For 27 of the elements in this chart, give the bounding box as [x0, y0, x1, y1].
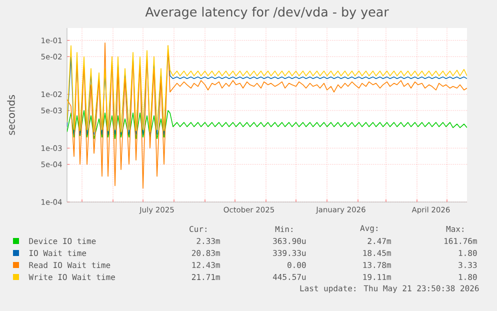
- text: 19.11m: [363, 274, 391, 280]
- text: 3.33: [458, 262, 477, 268]
- text: 2.33m: [196, 238, 220, 244]
- text: 339.33u: [273, 250, 306, 256]
- text: 445.57u: [272, 274, 306, 280]
- text: 21.71m: [192, 274, 220, 280]
- legend-label: Write IO Wait time: [28, 274, 115, 280]
- text: Avg:: [360, 225, 378, 233]
- text: Last update: Thu May 21 23:50:38 2026: [300, 285, 479, 293]
- text: 12.43m: [192, 262, 220, 268]
- legend-label: Device IO time: [29, 238, 96, 244]
- text: Min:: [275, 226, 292, 232]
- legend-label: IO Wait time: [30, 250, 86, 256]
- text: 0.00: [288, 262, 306, 268]
- text: 18.45m: [363, 250, 391, 256]
- text: 13.78m: [363, 262, 391, 268]
- text: 1.80: [458, 274, 477, 280]
- text: 161.76m: [444, 238, 477, 244]
- text: 20.83m: [192, 250, 220, 256]
- text: Cur:: [190, 226, 206, 232]
- text: 1.80: [458, 250, 477, 256]
- y-axis-title: seconds: [7, 95, 15, 135]
- text: 2.47m: [368, 238, 391, 244]
- legend-label: Read IO Wait time: [29, 262, 110, 268]
- text: Max:: [446, 226, 464, 232]
- text: 363.90u: [273, 238, 306, 244]
- chart-title: Average latency for /dev/vda - by year: [145, 6, 389, 20]
